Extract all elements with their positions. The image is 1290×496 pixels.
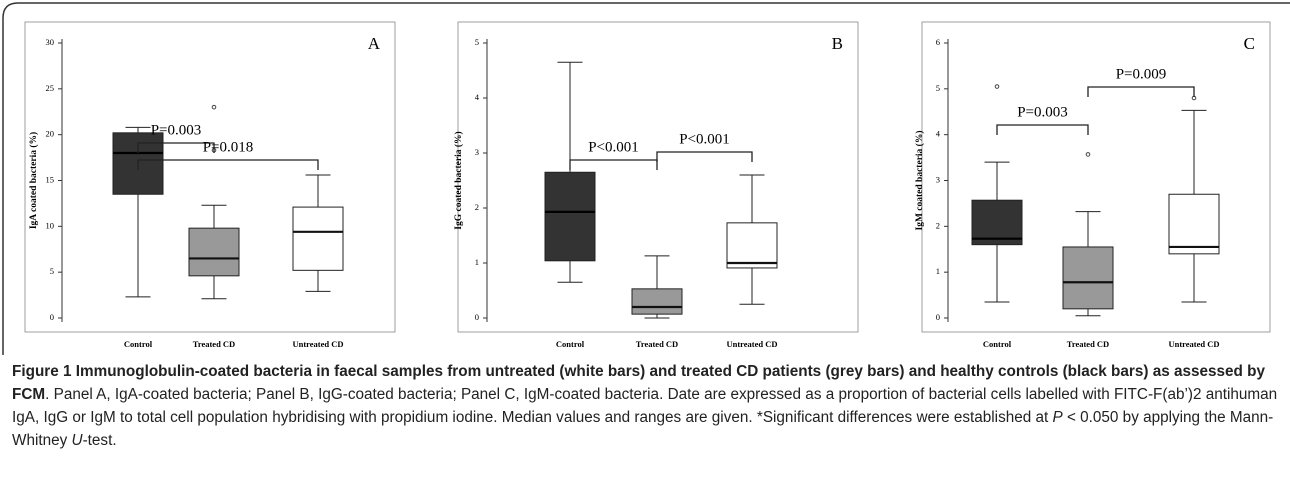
outlier bbox=[211, 104, 217, 110]
y-axis-label: IgG coated bacteria (%) bbox=[453, 131, 464, 229]
box bbox=[1168, 193, 1220, 255]
caption-text: P bbox=[1052, 409, 1063, 426]
panel-letter: A bbox=[368, 34, 381, 53]
significance-label: P=0.018 bbox=[203, 139, 254, 155]
box bbox=[631, 288, 683, 315]
panel-frame bbox=[457, 21, 859, 333]
y-axis-label: IgA coated bacteria (%) bbox=[28, 132, 39, 229]
x-tick-label: Control bbox=[556, 339, 585, 349]
y-tick-label: 3 bbox=[936, 174, 940, 184]
box bbox=[544, 171, 596, 262]
x-tick-label: Treated CD bbox=[636, 339, 678, 349]
significance-bracket bbox=[1087, 86, 1195, 97]
x-tick-label: Untreated CD bbox=[292, 339, 343, 349]
significance-bracket bbox=[656, 151, 753, 162]
panel-frame bbox=[24, 21, 396, 333]
y-tick-label: 20 bbox=[46, 129, 55, 139]
significance-label: P<0.001 bbox=[588, 139, 639, 155]
significance-bracket bbox=[137, 159, 319, 170]
y-tick-label: 1 bbox=[475, 257, 479, 267]
significance-bracket bbox=[137, 142, 215, 153]
significance-bracket bbox=[569, 159, 658, 170]
y-tick-label: 15 bbox=[46, 174, 55, 184]
y-tick-label: 2 bbox=[936, 220, 940, 230]
y-tick-label: 0 bbox=[50, 312, 54, 322]
y-tick-label: 3 bbox=[475, 147, 479, 157]
x-tick-label: Treated CD bbox=[193, 339, 235, 349]
y-tick-label: 0 bbox=[475, 312, 479, 322]
caption-text: < 0.050 by applying the Mann-Whitney bbox=[12, 409, 1274, 449]
x-tick-label: Untreated CD bbox=[1168, 339, 1219, 349]
panel-letter: C bbox=[1244, 34, 1255, 53]
significance-label: P=0.003 bbox=[151, 122, 202, 138]
x-tick-label: Control bbox=[983, 339, 1012, 349]
y-tick-label: 10 bbox=[46, 220, 55, 230]
caption-text: U bbox=[71, 432, 83, 449]
caption: Figure 1 Immunoglobulin-coated bacteria … bbox=[12, 360, 1280, 452]
y-tick-label: 25 bbox=[46, 83, 55, 93]
y-tick-label: 4 bbox=[475, 92, 480, 102]
box bbox=[971, 199, 1023, 246]
box bbox=[726, 222, 778, 269]
y-tick-label: 30 bbox=[46, 37, 55, 47]
box bbox=[1062, 246, 1114, 310]
y-tick-label: 6 bbox=[936, 37, 940, 47]
y-tick-label: 5 bbox=[936, 83, 940, 93]
significance-label: P=0.009 bbox=[1116, 66, 1167, 82]
caption-text: -test. bbox=[82, 432, 117, 449]
outlier bbox=[1085, 152, 1091, 157]
significance-bracket bbox=[996, 124, 1089, 135]
y-tick-label: 5 bbox=[50, 266, 54, 276]
y-tick-label: 5 bbox=[475, 37, 479, 47]
panel-frame bbox=[921, 21, 1271, 333]
significance-label: P=0.003 bbox=[1017, 104, 1068, 120]
y-tick-label: 0 bbox=[936, 312, 940, 322]
x-tick-label: Treated CD bbox=[1067, 339, 1109, 349]
outlier bbox=[994, 84, 1000, 89]
box bbox=[188, 227, 240, 277]
y-axis-label: IgM coated bacteria (%) bbox=[914, 131, 925, 231]
significance-label: P<0.001 bbox=[679, 131, 730, 147]
y-tick-label: 1 bbox=[936, 266, 940, 276]
y-tick-label: 4 bbox=[936, 129, 941, 139]
panel-letter: B bbox=[832, 34, 843, 53]
caption-title: Figure 1 Immunoglobulin-coated bacteria … bbox=[12, 363, 1265, 403]
caption-text: . Panel A, IgA-coated bacteria; Panel B,… bbox=[12, 386, 1278, 426]
y-tick-label: 2 bbox=[475, 202, 479, 212]
box bbox=[292, 206, 344, 271]
x-tick-label: Untreated CD bbox=[726, 339, 777, 349]
x-tick-label: Control bbox=[124, 339, 153, 349]
figure-border bbox=[2, 2, 1290, 355]
